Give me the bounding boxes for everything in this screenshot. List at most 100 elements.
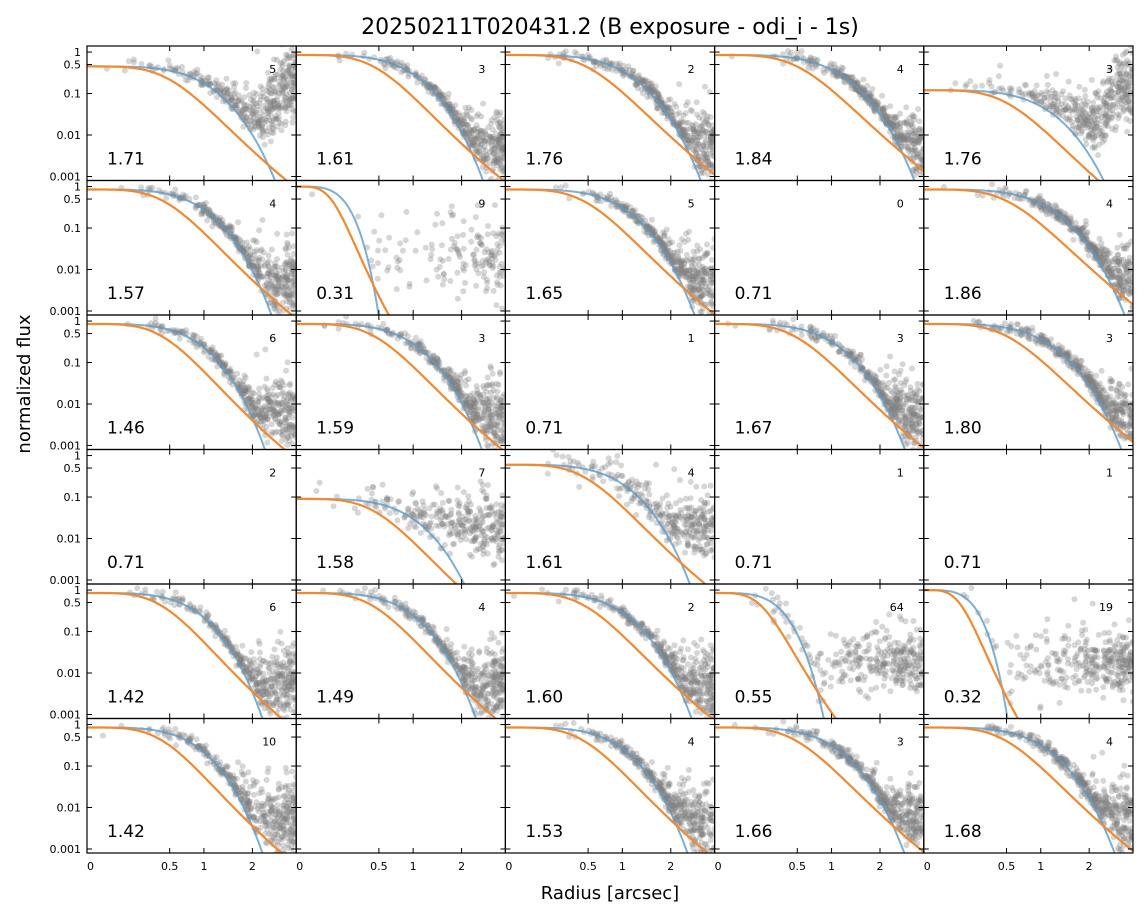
- scatter-point: [480, 399, 487, 406]
- scatter-point: [824, 332, 831, 339]
- scatter-point: [894, 119, 901, 126]
- scatter-point: [280, 396, 287, 403]
- scatter-point: [264, 406, 271, 413]
- panel-plot-area: [296, 315, 506, 450]
- scatter-point: [918, 407, 924, 414]
- scatter-point: [912, 417, 919, 424]
- scatter-point: [453, 113, 460, 120]
- scatter-point: [271, 407, 278, 414]
- scatter-point: [472, 261, 479, 268]
- scatter-point: [228, 226, 235, 233]
- scatter-point: [496, 139, 503, 146]
- scatter-point: [1120, 98, 1127, 105]
- scatter-point: [499, 146, 506, 153]
- scatter-point: [709, 128, 715, 135]
- scatter-point: [475, 406, 482, 413]
- scatter-point: [702, 128, 709, 135]
- scatter-point: [457, 389, 464, 395]
- scatter-point: [269, 402, 276, 409]
- scatter-point: [906, 410, 913, 417]
- scatter-point: [247, 399, 254, 406]
- scatter-point: [279, 72, 286, 79]
- scatter-point: [449, 376, 456, 383]
- scatter-point: [829, 335, 836, 342]
- scatter-point: [1074, 116, 1081, 123]
- scatter-point: [272, 263, 279, 270]
- scatter-point: [497, 427, 504, 434]
- scatter-point: [414, 229, 421, 236]
- scatter-point: [654, 89, 661, 96]
- scatter-point: [690, 122, 697, 129]
- scatter-point: [281, 285, 287, 291]
- scatter-point: [292, 73, 297, 80]
- scatter-point: [1077, 122, 1084, 129]
- scatter-point: [911, 137, 918, 144]
- scatter-point: [487, 184, 493, 190]
- scatter-point: [913, 413, 920, 420]
- scatter-point: [896, 404, 902, 411]
- scatter-point: [276, 34, 282, 40]
- scatter-point: [1089, 144, 1096, 151]
- scatter-point: [469, 141, 476, 148]
- scatter-point: [914, 153, 921, 160]
- scatter-point: [499, 188, 505, 194]
- scatter-point: [584, 52, 591, 59]
- scatter-point: [265, 391, 272, 398]
- scatter-point: [285, 422, 292, 429]
- scatter-point: [473, 266, 480, 273]
- scatter-point: [249, 404, 256, 411]
- scatter-point: [892, 115, 899, 122]
- scatter-point: [1098, 118, 1105, 125]
- scatter-point: [1049, 93, 1056, 100]
- scatter-point: [886, 119, 893, 126]
- scatter-point: [479, 399, 486, 406]
- scatter-point: [250, 89, 257, 96]
- scatter-point: [242, 374, 249, 381]
- scatter-point: [562, 182, 569, 189]
- scatter-point: [885, 400, 891, 407]
- scatter-point: [479, 137, 486, 144]
- scatter-point: [654, 105, 661, 112]
- y-tick-label: 0.1: [64, 222, 82, 235]
- scatter-point: [704, 249, 711, 256]
- scatter-point: [241, 106, 248, 113]
- scatter-point: [910, 166, 917, 173]
- scatter-point: [1080, 120, 1087, 127]
- scatter-point: [897, 380, 904, 386]
- scatter-point: [501, 150, 506, 157]
- scatter-point: [701, 133, 708, 140]
- fwhm-label: 0.31: [316, 284, 354, 304]
- scatter-point: [677, 259, 684, 266]
- scatter-point: [914, 461, 920, 467]
- scatter-point: [497, 404, 504, 411]
- scatter-point: [697, 124, 704, 131]
- scatter-point: [291, 302, 297, 309]
- scatter-point: [872, 98, 879, 104]
- scatter-point: [1113, 123, 1120, 130]
- scatter-point: [1029, 202, 1035, 209]
- scatter-point: [694, 130, 701, 137]
- fwhm-label: 1.86: [944, 284, 982, 304]
- scatter-point: [1128, 70, 1133, 77]
- scatter-point: [1102, 120, 1109, 126]
- scatter-point: [408, 344, 415, 351]
- scatter-point: [271, 88, 278, 95]
- scatter-point: [883, 113, 890, 120]
- scatter-point: [242, 387, 249, 394]
- scatter-point: [1085, 120, 1092, 127]
- scatter-point: [436, 88, 443, 95]
- scatter-point: [283, 259, 290, 266]
- scatter-point: [1068, 217, 1074, 224]
- scatter-point: [1106, 259, 1113, 266]
- scatter-point: [292, 292, 297, 299]
- scatter-point: [228, 94, 235, 101]
- scatter-point: [682, 257, 689, 264]
- scatter-point: [690, 279, 696, 286]
- scatter-point: [209, 223, 216, 230]
- scatter-point: [406, 283, 413, 290]
- scatter-point: [1128, 65, 1133, 72]
- scatter-point: [452, 109, 459, 116]
- scatter-point: [1122, 50, 1129, 56]
- scatter-point: [269, 105, 276, 112]
- scatter-point: [440, 92, 447, 99]
